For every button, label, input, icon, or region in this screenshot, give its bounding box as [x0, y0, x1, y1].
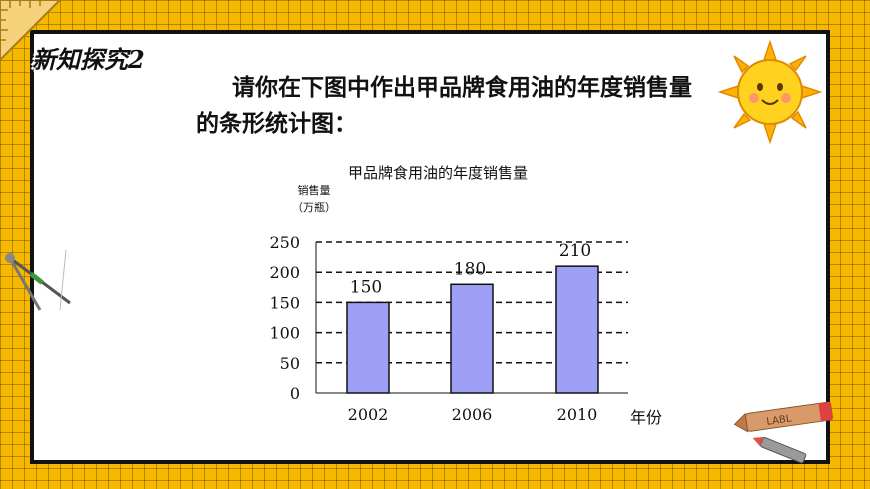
crayon-label: LABL — [766, 413, 793, 427]
crayon-small-icon — [752, 436, 807, 464]
prompt-text: 请你在下图中作出甲品牌食用油的年度销售量的条形统计图： — [196, 75, 692, 137]
y-axis-label-line1: 销售量 — [297, 184, 331, 197]
crayon-icon: LABL — [733, 401, 833, 433]
sun-icon — [718, 40, 822, 144]
content-panel — [30, 30, 830, 464]
section-title: 新知探究2 — [32, 45, 145, 74]
y-axis-label-line2: （万瓶） — [292, 201, 336, 214]
chart-title: 甲品牌食用油的年度销售量 — [348, 164, 529, 182]
compass-icon — [5, 249, 71, 311]
y-axis-label: 销售量 （万瓶） — [292, 182, 336, 216]
ruler-corner-icon — [0, 0, 62, 62]
